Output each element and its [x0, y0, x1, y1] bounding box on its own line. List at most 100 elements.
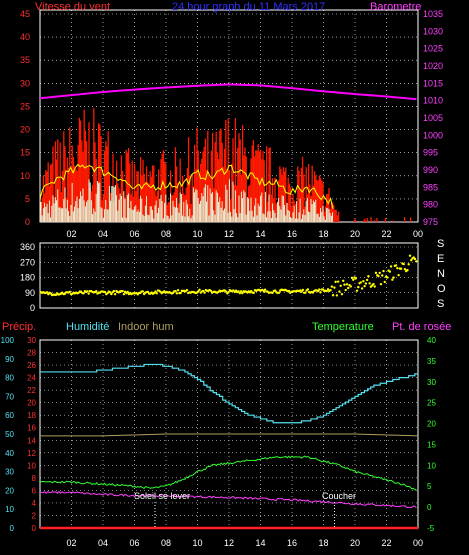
x-tick-label: 04: [98, 229, 108, 239]
direction-y-tick: 270: [20, 257, 35, 267]
temp-y-tick: 35: [427, 357, 436, 366]
direction-point: [329, 288, 332, 292]
direction-point: [82, 292, 85, 295]
direction-point: [176, 289, 180, 292]
temp-y-tick: 30: [427, 378, 436, 387]
direction-point: [238, 291, 242, 295]
hum-y-tick: 12: [27, 449, 36, 458]
hum-y-tick: 30: [27, 336, 36, 345]
direction-point: [347, 286, 350, 290]
x-tick-label: 06: [129, 229, 139, 239]
direction-point: [333, 286, 336, 289]
direction-point: [336, 280, 340, 283]
direction-point: [113, 292, 117, 296]
hum-y-tick: 4: [32, 499, 37, 508]
direction-point: [399, 267, 403, 270]
x-tick-label: 12: [224, 229, 234, 239]
temp-y-tick: -5: [427, 524, 435, 533]
direction-point: [349, 285, 352, 288]
direction-point: [341, 279, 345, 283]
hum-y-tick: 2: [32, 511, 37, 520]
x-tick-label: 22: [381, 538, 391, 548]
direction-point: [339, 284, 342, 288]
wind-y-tick: 0: [25, 217, 30, 227]
direction-point: [334, 280, 337, 284]
temp-y-tick: 15: [427, 440, 436, 449]
direction-point: [343, 283, 346, 286]
x-tick-label: 16: [287, 229, 297, 239]
hum-y-tick: 22: [27, 386, 36, 395]
temp-y-tick: 10: [427, 461, 436, 470]
direction-point: [364, 282, 368, 285]
precip-label: Précip.: [2, 321, 36, 333]
indoor-hum-line: [40, 433, 419, 437]
direction-point: [357, 285, 360, 289]
direction-point: [224, 290, 228, 293]
precip-y-tick: 50: [5, 430, 14, 439]
x-tick-label: 02: [66, 229, 76, 239]
wind-y-tick: 30: [20, 78, 30, 88]
x-tick-label: 16: [287, 538, 297, 548]
hum-y-tick: 6: [32, 486, 37, 495]
direction-point: [301, 288, 305, 292]
direction-point: [360, 287, 364, 290]
direction-point: [112, 289, 116, 293]
direction-point: [304, 291, 307, 294]
direction-point: [122, 292, 126, 296]
humidity-label: Humidité: [66, 321, 109, 333]
direction-point: [373, 285, 376, 288]
direction-point: [368, 282, 371, 285]
baro-y-tick: 1000: [423, 130, 443, 140]
direction-point: [388, 270, 392, 273]
direction-point: [271, 291, 274, 294]
hum-y-tick: 0: [32, 524, 37, 533]
direction-point: [63, 292, 66, 296]
direction-point: [237, 290, 240, 293]
direction-point: [227, 291, 230, 294]
direction-point: [330, 285, 334, 288]
direction-point: [174, 290, 177, 293]
hum-y-tick: 18: [27, 411, 36, 420]
baro-y-tick: 1005: [423, 113, 443, 123]
direction-point: [374, 271, 378, 275]
direction-point: [410, 259, 413, 262]
direction-point: [344, 288, 347, 292]
direction-point: [287, 289, 291, 293]
direction-point: [198, 288, 201, 292]
x-tick-label: 08: [161, 229, 171, 239]
direction-point: [397, 273, 400, 277]
wind-y-tick: 35: [20, 55, 30, 65]
cardinal-label: N: [437, 268, 445, 280]
direction-point: [389, 265, 393, 268]
direction-point: [306, 288, 310, 291]
direction-point: [362, 280, 365, 283]
x-tick-label: 14: [255, 229, 265, 239]
direction-point: [367, 275, 370, 278]
baro-y-tick: 1020: [423, 61, 443, 71]
direction-point: [273, 289, 277, 292]
direction-point: [335, 294, 339, 297]
precip-y-tick: 80: [5, 374, 14, 383]
baro-y-tick: 990: [423, 165, 438, 175]
x-tick-label: 10: [192, 538, 202, 548]
direction-point: [155, 292, 158, 295]
direction-point: [175, 292, 179, 295]
direction-point: [413, 257, 417, 261]
direction-point: [277, 291, 281, 295]
precip-y-tick: 90: [5, 355, 14, 364]
hum-y-tick: 14: [27, 436, 36, 445]
baro-y-tick: 980: [423, 200, 438, 210]
precip-y-tick: 70: [5, 392, 14, 401]
wind-speed-label: Vitesse du vent: [35, 1, 110, 13]
direction-point: [365, 278, 369, 282]
direction-point: [338, 290, 341, 293]
x-tick-label: 10: [192, 229, 202, 239]
direction-point: [383, 280, 386, 284]
x-tick-label: 06: [129, 538, 139, 548]
humidity-line: [40, 363, 418, 424]
direction-point: [394, 264, 398, 267]
direction-point: [68, 290, 71, 294]
direction-point: [352, 278, 355, 281]
direction-point: [354, 277, 357, 280]
